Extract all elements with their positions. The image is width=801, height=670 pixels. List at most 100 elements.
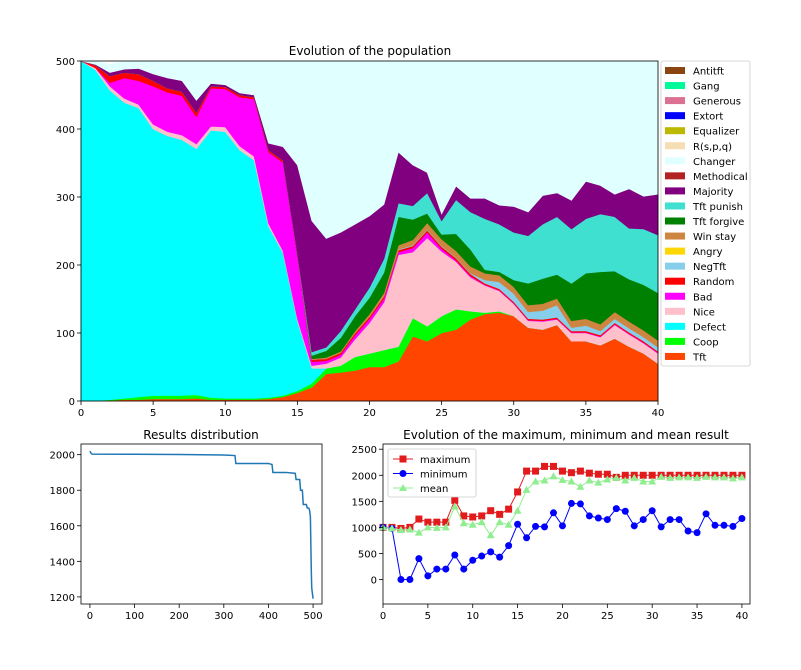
- distribution-frame: [80, 443, 323, 605]
- results-xtick-label: 0: [380, 611, 386, 622]
- marker-maximum: [621, 471, 629, 479]
- marker-maximum: [496, 510, 504, 518]
- marker-mean: [737, 473, 746, 481]
- marker-minimum: [720, 521, 728, 529]
- marker-maximum: [523, 467, 531, 475]
- legend-label-angry: Angry: [693, 247, 723, 258]
- marker-mean: [459, 519, 468, 527]
- marker-mean: [567, 477, 576, 485]
- population-xtick-label: 0: [78, 408, 84, 419]
- legend-label-coop: Coop: [693, 337, 719, 348]
- legend-label-majority: Majority: [693, 187, 733, 198]
- marker-minimum: [702, 510, 710, 518]
- marker-minimum: [549, 509, 557, 517]
- legend-label-tft: Tft: [692, 352, 706, 363]
- legend-label-extort: Extort: [693, 112, 723, 123]
- legend-swatch-extort: [665, 112, 685, 120]
- legend-swatch-random: [665, 277, 685, 285]
- marker-mean: [495, 518, 504, 526]
- distribution-xtick-label: 100: [125, 611, 144, 622]
- marker-minimum: [612, 505, 620, 513]
- marker-minimum: [496, 553, 504, 561]
- marker-minimum: [451, 551, 459, 559]
- marker-minimum: [594, 514, 602, 522]
- marker-minimum: [657, 523, 665, 531]
- marker-minimum: [558, 522, 566, 530]
- marker-mean: [558, 475, 567, 483]
- marker-maximum: [567, 469, 575, 477]
- legend-swatch-antitft: [665, 67, 685, 74]
- population-legend: Antitft Gang Generous Extort Equalizer R(s,p,…: [660, 60, 751, 367]
- population-xtick-label: 35: [580, 408, 593, 419]
- distribution-xtick-label: 200: [170, 611, 189, 622]
- legend-swatch-angry: [665, 247, 685, 255]
- marker-mean: [576, 482, 585, 490]
- marker-mean: [711, 473, 720, 481]
- marker-mean: [414, 528, 423, 536]
- legend-label-generous: Generous: [693, 97, 741, 108]
- marker-mean: [621, 476, 630, 484]
- results-ytick-label: 500: [358, 549, 377, 560]
- results-xtick-label: 35: [691, 611, 704, 622]
- marker-maximum: [442, 518, 450, 526]
- population-title: Evolution of the population: [289, 44, 452, 58]
- marker-mean: [540, 476, 549, 484]
- results-xtick-label: 40: [736, 611, 749, 622]
- distribution-title: Results distribution: [143, 428, 259, 442]
- legend-label-r-s-p-q-: R(s,p,q): [693, 142, 732, 153]
- distribution-line: [89, 450, 314, 599]
- marker-maximum: [505, 505, 513, 513]
- legend-label-gang: Gang: [693, 82, 720, 93]
- marker-mean: [639, 477, 648, 485]
- results-frame: [382, 443, 751, 605]
- marker-minimum: [603, 516, 611, 524]
- legend-label-tft-forgive: Tft forgive: [692, 217, 744, 228]
- legend-swatch-bad: [665, 292, 685, 300]
- distribution-ytick-label: 1400: [50, 557, 75, 568]
- legend-swatch-majority: [665, 187, 685, 195]
- marker-mean: [549, 472, 558, 480]
- results-legend-label-minimum: minimum: [420, 470, 467, 481]
- marker-minimum: [711, 521, 719, 529]
- population-xtick-label: 10: [219, 408, 232, 419]
- marker-minimum: [585, 512, 593, 520]
- marker-minimum: [630, 522, 638, 530]
- marker-maximum: [478, 512, 486, 520]
- marker-maximum: [532, 467, 540, 475]
- marker-mean: [594, 478, 603, 486]
- legend-swatch-generous: [665, 97, 685, 105]
- results-legend-label-maximum: maximum: [420, 455, 470, 466]
- marker-minimum: [505, 542, 513, 550]
- distribution-ytick-label: 2000: [50, 451, 75, 462]
- legend-label-tft-punish: Tft punish: [692, 202, 743, 213]
- marker-mean: [666, 473, 675, 481]
- marker-maximum: [433, 518, 441, 526]
- marker-minimum: [738, 515, 746, 523]
- marker-maximum: [415, 515, 423, 523]
- legend-swatch-changer: [665, 157, 685, 165]
- results-xtick-label: 20: [556, 611, 569, 622]
- marker-maximum: [639, 471, 647, 479]
- marker-mean: [441, 523, 450, 531]
- legend-label-win-stay: Win stay: [693, 232, 736, 243]
- marker-minimum: [487, 548, 495, 556]
- results-ytick-label: 0: [371, 576, 377, 587]
- results-legend-marker-mean: [399, 484, 407, 491]
- population-xtick-label: 25: [435, 408, 448, 419]
- legend-box: [660, 60, 751, 367]
- population-xtick-label: 20: [363, 408, 376, 419]
- distribution-ytick-label: 1600: [50, 522, 75, 533]
- results-legend-marker-minimum: [399, 470, 407, 477]
- marker-mean: [450, 502, 459, 510]
- legend-swatch-defect: [665, 322, 685, 330]
- marker-minimum: [523, 534, 531, 542]
- results-legend-label-mean: mean: [420, 484, 448, 495]
- results-ytick-label: 1500: [352, 497, 377, 508]
- marker-minimum: [532, 522, 540, 530]
- legend-label-equalizer: Equalizer: [693, 127, 740, 138]
- marker-minimum: [666, 516, 674, 524]
- marker-minimum: [567, 499, 575, 507]
- population-xtick-label: 40: [652, 408, 665, 419]
- marker-maximum: [469, 513, 477, 521]
